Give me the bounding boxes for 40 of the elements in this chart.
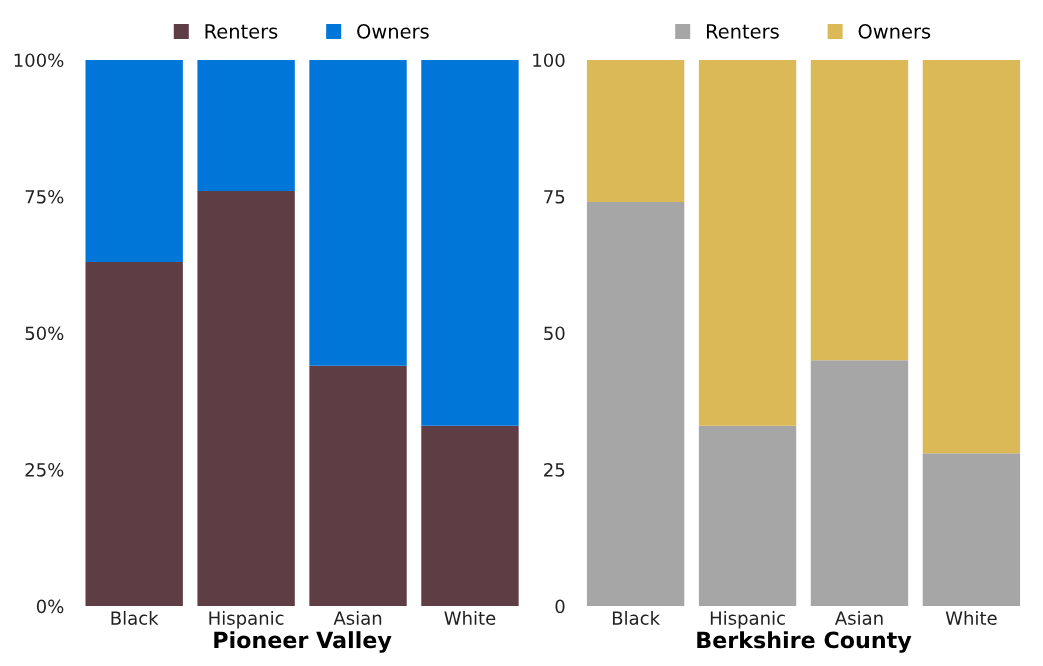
x-axis-title: Berkshire County: [697, 631, 912, 653]
bar: [197, 59, 295, 192]
legend-label: Renters: [205, 24, 278, 39]
y-tick-label: 100: [533, 53, 565, 68]
bar: [810, 59, 909, 361]
bar: [922, 453, 1021, 607]
y-tick-label: 0: [555, 599, 565, 614]
y-tick-label: 25: [544, 462, 565, 477]
bar: [698, 59, 797, 426]
bar: [586, 201, 685, 607]
x-tick-label: Hispanic: [209, 610, 284, 629]
bar: [309, 59, 407, 366]
bar: [698, 425, 797, 607]
y-tick-label: 50: [544, 326, 565, 341]
bar: [85, 59, 183, 262]
x-tick-label: Asian: [834, 610, 883, 625]
y-tick-label: 0%: [36, 599, 64, 614]
bar: [309, 365, 407, 607]
bar: [421, 425, 519, 607]
x-tick-label: Black: [612, 610, 660, 625]
bar: [922, 59, 1021, 454]
x-tick-label: White: [945, 610, 997, 625]
bar: [197, 191, 295, 607]
x-tick-label: White: [444, 610, 496, 625]
y-tick-label: 50%: [25, 326, 64, 341]
legend-label: Renters: [706, 24, 779, 39]
y-tick-label: 75%: [25, 189, 64, 204]
bar: [810, 360, 909, 607]
y-tick-label: 100%: [14, 53, 64, 68]
x-tick-label: Asian: [333, 610, 382, 625]
y-tick-label: 75: [544, 190, 565, 204]
bar: [85, 262, 183, 607]
x-axis-title: Pioneer Valley: [214, 631, 392, 653]
bar: [586, 59, 685, 202]
bar: [421, 59, 519, 426]
y-tick-label: 25%: [25, 462, 64, 477]
legend-label: Owners: [858, 23, 931, 39]
x-tick-label: Black: [111, 610, 159, 625]
x-tick-label: Hispanic: [710, 610, 785, 629]
legend-label: Owners: [357, 23, 429, 39]
